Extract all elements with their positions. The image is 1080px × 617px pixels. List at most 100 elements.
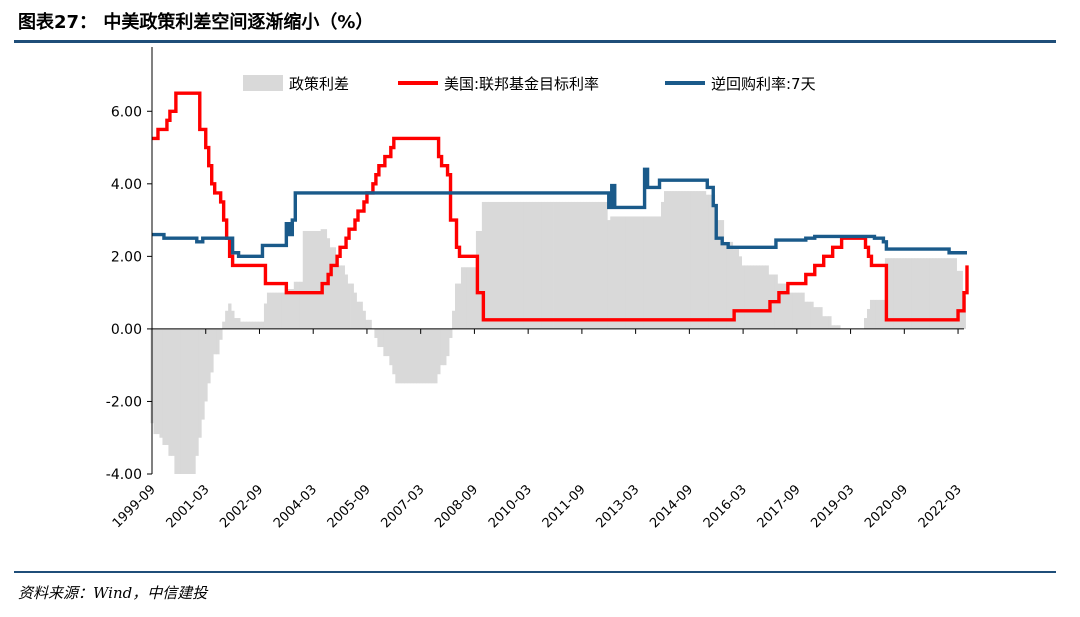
spread-bar bbox=[353, 292, 357, 329]
spread-bar bbox=[872, 299, 877, 329]
spread-bar bbox=[813, 307, 817, 329]
spread-bar bbox=[401, 328, 405, 384]
spread-bar bbox=[302, 230, 307, 329]
spread-bar bbox=[272, 292, 277, 329]
spread-bar bbox=[571, 201, 575, 329]
spread-bar bbox=[810, 301, 814, 329]
spread-bar bbox=[878, 299, 883, 329]
spread-bar bbox=[658, 216, 662, 329]
spread-bar bbox=[260, 321, 265, 329]
legend-label: 逆回购利率:7天 bbox=[711, 75, 816, 93]
spread-bar bbox=[655, 216, 659, 329]
y-tick-label: 0.00 bbox=[111, 322, 142, 338]
spread-bar bbox=[290, 289, 295, 329]
spread-bar bbox=[786, 292, 790, 329]
spread-bar bbox=[514, 201, 519, 329]
spread-bar bbox=[225, 310, 229, 329]
spread-bar bbox=[935, 258, 940, 329]
top-rule bbox=[14, 40, 1056, 43]
spread-bar bbox=[162, 328, 166, 445]
rate-lines bbox=[152, 91, 969, 322]
x-tick-label: 2020-09 bbox=[862, 482, 911, 531]
spread-bar bbox=[425, 328, 429, 384]
spread-bar bbox=[455, 283, 459, 329]
spread-bar bbox=[422, 328, 426, 384]
spread-bar bbox=[243, 321, 247, 329]
x-tick-label: 2007-03 bbox=[378, 482, 427, 531]
spread-bar bbox=[947, 258, 951, 329]
spread-bar bbox=[440, 328, 444, 366]
spread-bar bbox=[338, 265, 342, 329]
spread-bar bbox=[502, 201, 507, 329]
y-tick-label: 6.00 bbox=[111, 104, 142, 120]
spread-bar bbox=[484, 201, 489, 329]
spread-bar bbox=[275, 292, 280, 329]
spread-bar bbox=[932, 258, 937, 329]
x-tick-label: 2010-03 bbox=[486, 482, 535, 531]
spread-bar bbox=[490, 201, 495, 329]
spread-bar bbox=[723, 241, 728, 329]
x-tick-label: 2017-09 bbox=[755, 482, 804, 531]
spread-bar bbox=[460, 267, 465, 329]
spread-bar bbox=[380, 328, 384, 348]
spread-bar bbox=[177, 328, 181, 474]
spread-bar bbox=[281, 292, 286, 329]
spread-bar bbox=[254, 321, 259, 329]
spread-bar bbox=[428, 328, 432, 384]
spread-bar bbox=[180, 328, 184, 474]
spread-bar bbox=[559, 201, 563, 329]
x-tick-label: 2011-09 bbox=[540, 482, 589, 531]
spread-bar bbox=[159, 328, 163, 438]
spread-bar bbox=[795, 292, 799, 329]
spread-bar bbox=[499, 201, 504, 329]
spread-bar bbox=[523, 201, 528, 329]
spread-bar bbox=[729, 241, 734, 329]
spread-bar bbox=[622, 216, 626, 329]
spread-bar bbox=[204, 328, 208, 402]
spread-bar bbox=[505, 201, 510, 329]
spread-bar bbox=[308, 230, 313, 329]
spread-bar bbox=[905, 258, 910, 329]
spread-bar bbox=[443, 328, 447, 366]
spread-bar bbox=[929, 258, 934, 329]
spread-bar bbox=[201, 328, 205, 420]
spread-bar bbox=[246, 321, 250, 329]
spread-bar bbox=[222, 321, 226, 329]
y-tick-label: 4.00 bbox=[111, 177, 142, 193]
spread-bar bbox=[520, 201, 525, 329]
spread-bar bbox=[207, 328, 211, 384]
spread-bar bbox=[174, 328, 178, 474]
spread-bar bbox=[153, 328, 157, 435]
figure-title: 图表27： 中美政策利差空间逐渐缩小（%） bbox=[18, 12, 374, 33]
x-tick-label: 2016-03 bbox=[701, 482, 750, 531]
spread-bar bbox=[807, 301, 811, 329]
spread-bar bbox=[887, 258, 892, 329]
spread-bar bbox=[672, 191, 677, 329]
spread-bar bbox=[320, 229, 325, 329]
legend-item-spread: 政策利差 bbox=[243, 75, 349, 93]
spread-bar bbox=[165, 328, 169, 445]
x-tick-label: 2005-09 bbox=[325, 482, 374, 531]
spread-bar bbox=[347, 283, 351, 329]
spread-bar bbox=[568, 201, 572, 329]
spread-bar bbox=[377, 328, 381, 348]
x-tick-label: 1999-09 bbox=[110, 482, 159, 531]
spread-bar bbox=[580, 201, 584, 329]
spread-bar bbox=[631, 216, 635, 329]
spread-bar bbox=[192, 328, 196, 474]
spread-bar bbox=[359, 301, 363, 329]
spread-bar bbox=[299, 281, 304, 329]
spread-bar bbox=[341, 265, 345, 329]
spread-bar bbox=[496, 201, 501, 329]
spread-bar bbox=[508, 201, 513, 329]
legend-label: 美国:联邦基金目标利率 bbox=[444, 75, 599, 93]
x-tick-label: 2019-03 bbox=[808, 482, 857, 531]
spread-bar bbox=[902, 258, 907, 329]
spread-bar bbox=[332, 247, 336, 329]
spread-bar bbox=[837, 325, 841, 329]
spread-bar bbox=[705, 194, 710, 329]
spread-bar bbox=[383, 328, 387, 357]
spread-bar bbox=[574, 201, 578, 329]
spread-bar bbox=[216, 328, 220, 355]
spread-bar bbox=[741, 265, 745, 329]
